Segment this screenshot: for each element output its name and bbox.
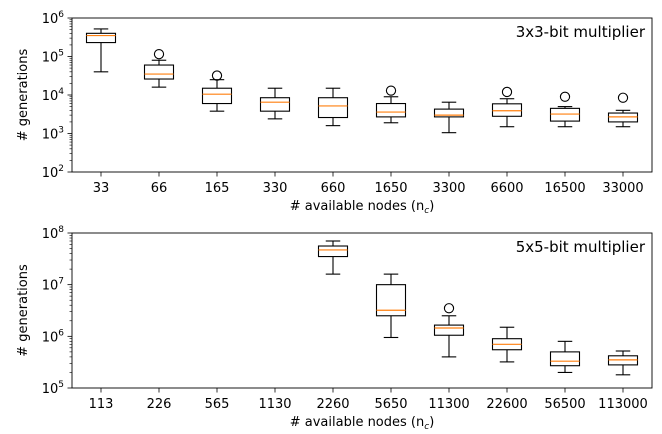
x-tick-label: 1130 bbox=[258, 397, 291, 412]
x-tick-label: 5650 bbox=[374, 397, 407, 412]
x-tick-label: 1650 bbox=[374, 181, 407, 196]
x-tick-label: 330 bbox=[263, 181, 288, 196]
y-tick-label: 102 bbox=[42, 164, 64, 181]
panel-1: 102 103 104 105 106 33 66 165 330 660 1650 3300 6600… bbox=[16, 10, 653, 216]
box-iqr bbox=[433, 108, 465, 118]
x-tick-label: 113000 bbox=[598, 397, 648, 412]
box-22600 bbox=[491, 326, 523, 363]
box-33000 bbox=[607, 92, 639, 128]
box-2260 bbox=[317, 240, 349, 275]
outlier-point bbox=[501, 86, 513, 98]
y-tick-label: 105 bbox=[42, 380, 64, 397]
box-iqr bbox=[317, 97, 349, 119]
box-660 bbox=[317, 87, 349, 127]
axes-frame bbox=[71, 17, 653, 173]
x-tick-label: 660 bbox=[321, 181, 346, 196]
y-axis-label: # generations bbox=[16, 49, 31, 142]
box-iqr bbox=[375, 284, 407, 317]
x-tick-label: 33000 bbox=[602, 181, 643, 196]
box-6600 bbox=[491, 86, 523, 128]
y-tick-label: 105 bbox=[42, 49, 64, 66]
x-tick-label: 66 bbox=[151, 181, 168, 196]
x-axis-label: # available nodes (nc) bbox=[290, 199, 435, 216]
x-tick-label: 11300 bbox=[428, 397, 469, 412]
box-5650 bbox=[375, 273, 407, 339]
y-tick-label: 106 bbox=[42, 328, 65, 345]
box-iqr bbox=[491, 103, 523, 117]
outlier-point bbox=[443, 303, 455, 314]
x-axis-label: # available nodes (nc) bbox=[290, 415, 435, 430]
box-iqr bbox=[317, 245, 349, 258]
box-113000 bbox=[607, 350, 639, 376]
x-tick-label: 6600 bbox=[490, 181, 523, 196]
x-tick-label: 113 bbox=[89, 397, 114, 412]
box-iqr bbox=[549, 351, 581, 367]
y-tick-label: 107 bbox=[42, 277, 64, 294]
box-1650 bbox=[375, 85, 407, 124]
x-tick-label: 165 bbox=[205, 181, 230, 196]
x-tick-label: 226 bbox=[147, 397, 172, 412]
box-33 bbox=[85, 28, 117, 73]
panel-title: 5x5-bit multiplier bbox=[516, 238, 646, 256]
y-tick-label: 103 bbox=[42, 126, 64, 143]
x-tick-label: 33 bbox=[93, 181, 110, 196]
box-165 bbox=[201, 70, 233, 112]
y-axis-label: # generations bbox=[16, 264, 31, 357]
box-66 bbox=[143, 49, 175, 88]
box-16500 bbox=[549, 91, 581, 128]
box-56500 bbox=[549, 340, 581, 373]
outlier-point bbox=[211, 70, 223, 81]
outlier-point bbox=[385, 85, 397, 96]
outlier-point bbox=[153, 49, 165, 60]
box-iqr bbox=[259, 97, 291, 112]
y-tick-label: 104 bbox=[42, 87, 65, 104]
box-11300 bbox=[433, 303, 465, 358]
axes-frame bbox=[71, 232, 653, 389]
box-3300 bbox=[433, 101, 465, 134]
panel-2: 105 106 107 108 113 226 565 1130 2260 5650 11300 22… bbox=[16, 225, 653, 432]
box-iqr bbox=[201, 87, 233, 105]
box-iqr bbox=[433, 324, 465, 336]
x-tick-label: 56500 bbox=[544, 397, 585, 412]
x-tick-label: 16500 bbox=[544, 181, 585, 196]
x-tick-label: 22600 bbox=[486, 397, 527, 412]
box-iqr bbox=[549, 107, 581, 122]
x-tick-label: 2260 bbox=[316, 397, 349, 412]
box-iqr bbox=[85, 32, 117, 44]
box-iqr bbox=[375, 102, 407, 118]
x-tick-label: 3300 bbox=[432, 181, 465, 196]
box-iqr bbox=[143, 64, 175, 80]
y-tick-label: 106 bbox=[42, 10, 65, 27]
y-tick-label: 108 bbox=[42, 225, 65, 242]
outlier-point bbox=[559, 91, 571, 102]
box-330 bbox=[259, 87, 291, 120]
outlier-point bbox=[617, 92, 629, 103]
x-tick-label: 565 bbox=[205, 397, 230, 412]
panel-title: 3x3-bit multiplier bbox=[516, 23, 646, 41]
